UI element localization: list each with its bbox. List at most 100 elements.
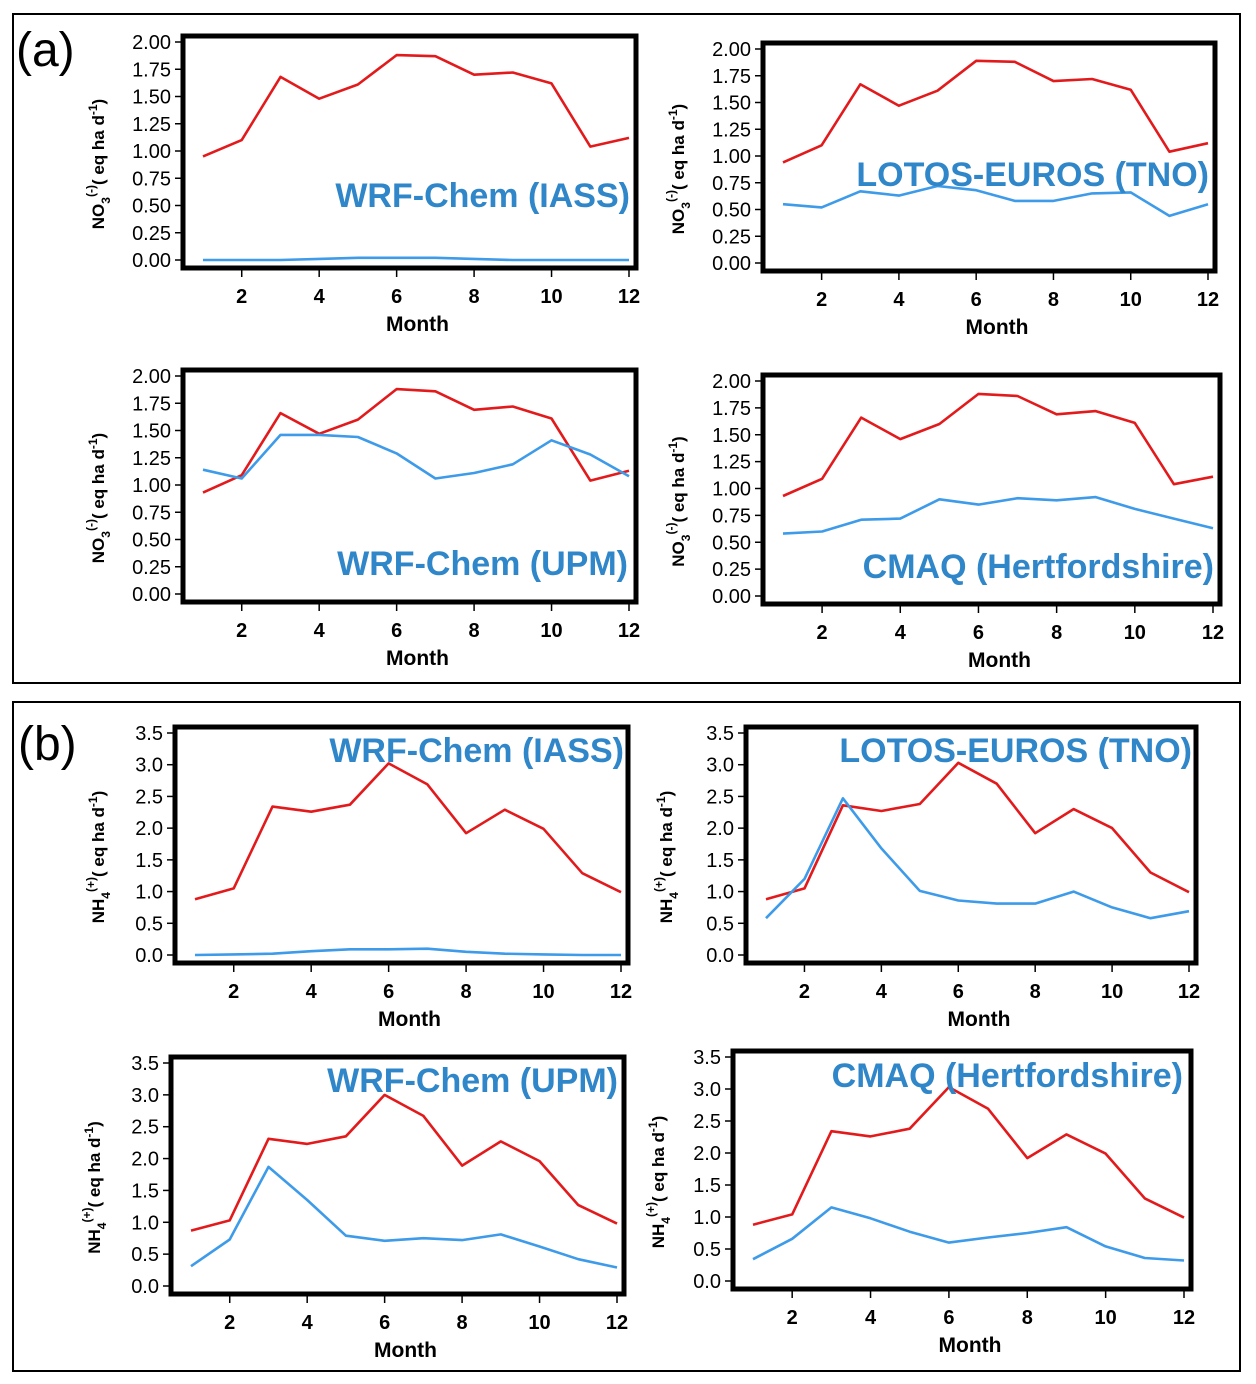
chart-6-ylabel-part: 4 <box>667 892 681 899</box>
chart-6: 0.0 0.5 1.0 1.5 2.0 2.5 3.0 3.5 2 4 6 8 10 12 LOTOS-EU… <box>652 723 1200 1031</box>
chart-4-xtick-label: 4 <box>895 622 907 644</box>
chart-2-ytick-label: 2.00 <box>712 39 751 61</box>
chart-7-ylabel-part: ) <box>85 1121 104 1127</box>
chart-1-ylabel: NO3(-)( eq ha d-1) <box>84 99 113 229</box>
chart-3-ytick-label: 1.25 <box>132 448 171 470</box>
chart-7-xtick-label: 6 <box>379 1312 390 1334</box>
chart-6-title: LOTOS-EUROS (TNO) <box>839 732 1192 770</box>
chart-6-ytick-label: 1.0 <box>706 882 734 904</box>
chart-3-ylabel: NO3(-)( eq ha d-1) <box>84 433 113 563</box>
chart-6-axes-frame <box>743 724 1199 966</box>
chart-1-xtick-label: 6 <box>391 286 402 308</box>
chart-5-xtick-label: 4 <box>306 981 318 1003</box>
chart-1-xtick-label: 8 <box>469 286 480 308</box>
chart-1-xlabel: Month <box>386 313 449 336</box>
panel-a-frame <box>12 13 1241 684</box>
chart-5-ytick-label: 1.5 <box>135 850 163 872</box>
chart-7-xtick-label: 2 <box>224 1312 235 1334</box>
chart-5-ylabel-part: NH <box>89 899 108 924</box>
chart-3-xtick-label: 10 <box>540 620 562 642</box>
chart-8-series-red-line <box>752 1085 1185 1226</box>
chart-2-xtick-label: 10 <box>1120 289 1142 311</box>
chart-8-xtick-label: 12 <box>1173 1307 1195 1329</box>
chart-4-title: CMAQ (Hertfordshire) <box>863 548 1214 586</box>
chart-5-ytick-label: 0.0 <box>135 945 163 967</box>
chart-4-xtick-label: 10 <box>1124 622 1146 644</box>
chart-1-series-blue-line <box>203 256 629 262</box>
chart-3-ytick-label: 1.00 <box>132 475 171 497</box>
chart-1-ylabel-part: -1 <box>86 104 100 115</box>
chart-6-ylabel-part: ) <box>657 791 676 797</box>
chart-8-ylabel-part: 4 <box>659 1217 673 1224</box>
chart-1-xtick-label: 4 <box>314 286 326 308</box>
chart-1-series-red-line <box>202 53 630 158</box>
chart-3-series-blue-line <box>202 433 630 480</box>
chart-8-ylabel-part: ( eq ha d <box>649 1132 668 1202</box>
chart-2-ylabel-part: ( eq ha d <box>669 120 688 190</box>
chart-3-xlabel: Month <box>386 647 449 670</box>
chart-8-series-blue-line <box>752 1206 1185 1262</box>
chart-2-xtick-label: 8 <box>1048 289 1059 311</box>
chart-2-ytick-label: 0.00 <box>712 253 751 275</box>
chart-1-ytick-label: 0.50 <box>132 196 171 218</box>
chart-8-ytick-label: 2.5 <box>693 1111 721 1133</box>
chart-7-ylabel-part: ( eq ha d <box>85 1138 104 1208</box>
panel-b-frame <box>12 701 1241 1372</box>
chart-2-ylabel-part: NO <box>669 209 688 235</box>
chart-3-xtick-label: 6 <box>391 620 402 642</box>
chart-6-ytick-label: 0.0 <box>706 945 734 967</box>
chart-3-xtick-label: 4 <box>314 620 326 642</box>
chart-5-ytick-label: 0.5 <box>135 913 163 935</box>
chart-2-series-blue-line <box>782 184 1209 218</box>
panel-b-label: (b) <box>18 718 77 771</box>
chart-3-ylabel-part: -1 <box>86 438 100 449</box>
chart-8-ylabel-part: (+) <box>644 1202 658 1217</box>
chart-2-xtick-label: 6 <box>971 289 982 311</box>
chart-1-ytick-label: 1.00 <box>132 141 171 163</box>
chart-8-xtick-label: 8 <box>1022 1307 1033 1329</box>
chart-3-ytick-label: 2.00 <box>132 366 171 388</box>
chart-1-ylabel-part: 3 <box>99 197 113 204</box>
chart-1-ytick-label: 2.00 <box>132 32 171 54</box>
chart-1-ylabel-part: (-) <box>84 185 98 197</box>
chart-4-ytick-label: 0.00 <box>712 586 751 608</box>
chart-6-ytick-label: 1.5 <box>706 850 734 872</box>
chart-7-ylabel-part: NH <box>85 1229 104 1254</box>
chart-2-series-red-line <box>782 59 1209 164</box>
chart-7-series-red-line <box>190 1093 618 1232</box>
chart-2-xlabel: Month <box>966 316 1029 339</box>
chart-6-xtick-label: 8 <box>1030 981 1041 1003</box>
chart-8-xtick-label: 10 <box>1095 1307 1117 1329</box>
chart-7-series-blue-line <box>190 1165 618 1269</box>
chart-8-ytick-label: 3.5 <box>693 1047 721 1069</box>
chart-5-series-red-line <box>194 762 622 901</box>
chart-2-title: LOTOS-EUROS (TNO) <box>856 156 1209 194</box>
chart-6-ylabel-part: -1 <box>654 796 668 807</box>
chart-7-ytick-label: 1.0 <box>131 1212 159 1234</box>
chart-8-axes-frame <box>730 1048 1194 1292</box>
chart-3-ytick-label: 0.50 <box>132 530 171 552</box>
chart-5-xtick-label: 10 <box>532 981 554 1003</box>
chart-7-ytick-label: 2.0 <box>131 1149 159 1171</box>
chart-7-ytick-label: 3.0 <box>131 1085 159 1107</box>
chart-2-ylabel-part: ) <box>669 104 688 110</box>
chart-8-ytick-label: 0.5 <box>693 1239 721 1261</box>
chart-7-xlabel: Month <box>374 1339 437 1362</box>
chart-8-xtick-label: 6 <box>943 1307 954 1329</box>
chart-3-ylabel-part: NO <box>89 538 108 564</box>
chart-7-axes-frame <box>168 1054 627 1297</box>
chart-5-ylabel-part: (+) <box>84 877 98 892</box>
chart-7-xtick-label: 4 <box>302 1312 314 1334</box>
chart-5-ylabel: NH4(+)( eq ha d-1) <box>84 791 113 924</box>
chart-8-ytick-label: 2.0 <box>693 1143 721 1165</box>
chart-6-xtick-label: 10 <box>1101 981 1123 1003</box>
chart-6-ylabel-part: NH <box>657 899 676 924</box>
chart-8-ylabel-part: ) <box>649 1116 668 1122</box>
chart-6-xtick-label: 12 <box>1178 981 1200 1003</box>
chart-6-series-red-line <box>765 761 1190 901</box>
chart-8-xtick-label: 2 <box>787 1307 798 1329</box>
chart-2-xtick-label: 12 <box>1197 289 1219 311</box>
chart-4-ytick-label: 1.75 <box>712 398 751 420</box>
chart-8-ylabel-part: -1 <box>646 1121 660 1132</box>
